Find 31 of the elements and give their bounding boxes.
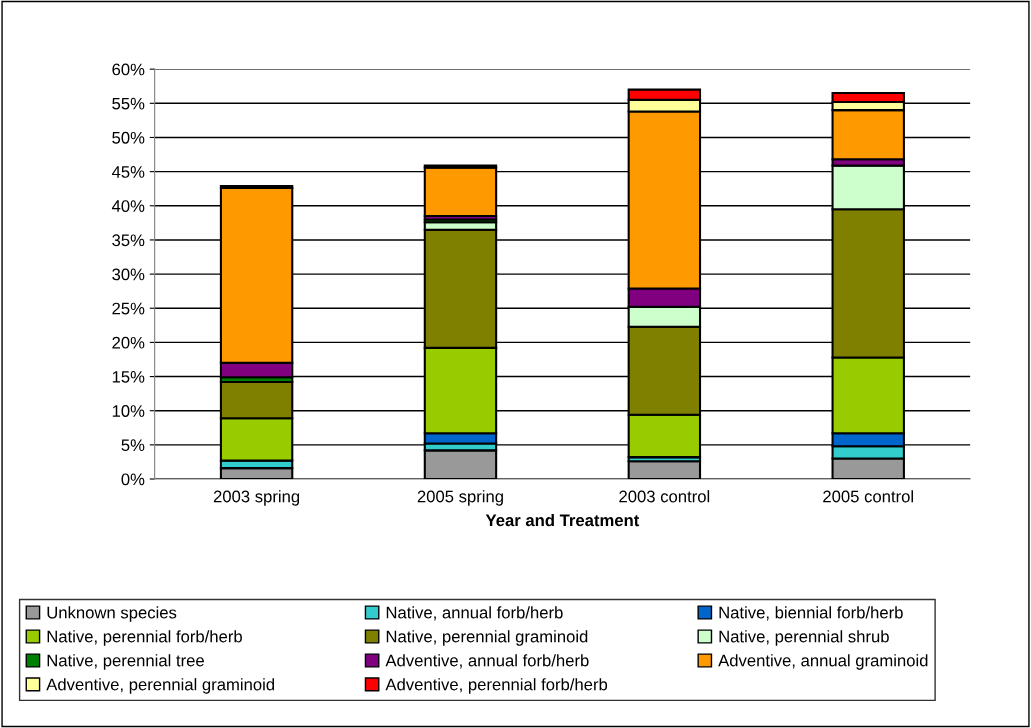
legend-label: Native, perennial graminoid — [386, 630, 588, 646]
bar — [627, 460, 702, 480]
x-tick-label: 2003 control — [619, 490, 710, 503]
y-tick-label: 15% — [112, 371, 145, 383]
x-axis-title: Year and Treatment — [485, 514, 640, 527]
y-tick-label: 35% — [112, 234, 145, 247]
y-tick-label: 60% — [112, 63, 145, 76]
legend-label: Adventive, perennial graminoid — [46, 678, 275, 694]
x-tick-label: 2005 control — [823, 490, 913, 503]
legend-label: Adventive, annual graminoid — [718, 654, 928, 670]
legend-label: Native, perennial tree — [47, 654, 204, 670]
legend-label: Native, biennial forb/herb — [719, 606, 903, 621]
legend-label: Native, perennial forb/herb — [47, 630, 242, 646]
legend-label: Unknown species — [47, 606, 177, 622]
legend-label: Adventive, perennial forb/herb — [385, 678, 608, 694]
y-tick-label: 55% — [112, 97, 145, 110]
y-tick-label: 25% — [112, 302, 145, 315]
legend-label: Native, perennial shrub — [719, 630, 889, 646]
y-tick-label: 50% — [112, 131, 145, 144]
legend-label: Native, annual forb/herb — [386, 606, 563, 621]
y-tick-label: 5% — [121, 439, 145, 452]
bar — [423, 449, 498, 480]
y-tick-label: 20% — [112, 336, 145, 349]
y-tick-label: 10% — [112, 405, 145, 417]
x-tick-label: 2003 spring — [213, 490, 300, 506]
y-tick-label: 30% — [112, 268, 145, 281]
y-tick-label: 40% — [111, 200, 145, 212]
x-tick-label: 2005 spring — [417, 490, 503, 506]
y-tick-label: 0% — [121, 473, 145, 486]
legend-label: Adventive, annual forb/herb — [385, 654, 589, 669]
y-tick-label: 45% — [111, 166, 145, 178]
